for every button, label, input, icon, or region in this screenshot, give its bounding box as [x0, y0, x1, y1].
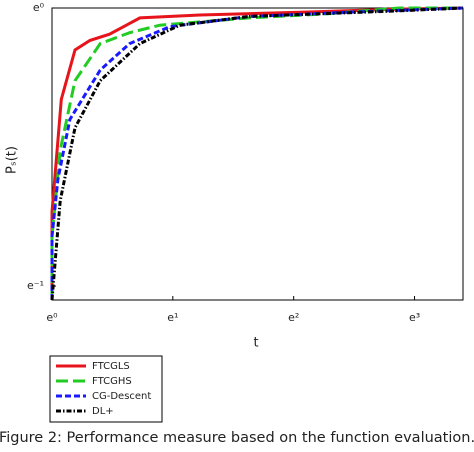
legend-label: DL+ [92, 406, 114, 417]
y-tick-label: e⁻¹ [27, 279, 44, 292]
series-line [50, 6, 463, 300]
y-tick-label: e⁰ [33, 1, 45, 14]
x-tick-label: e³ [409, 311, 420, 324]
x-tick-label: e¹ [167, 311, 178, 324]
y-axis-label: Pₛ(t) [5, 146, 20, 174]
caption: Figure 2: Performance measure based on t… [0, 430, 474, 446]
x-tick-label: e² [288, 311, 299, 324]
series-line [50, 6, 464, 301]
series-line [50, 6, 464, 300]
x-axis-label: t [253, 336, 258, 351]
series-line [50, 6, 464, 300]
legend-label: FTCGLS [92, 361, 130, 372]
x-tick-label: e⁰ [46, 311, 58, 324]
plot-frame [51, 7, 464, 301]
legend-label: CG-Descent [92, 391, 151, 402]
legend-label: FTCGHS [92, 376, 132, 387]
